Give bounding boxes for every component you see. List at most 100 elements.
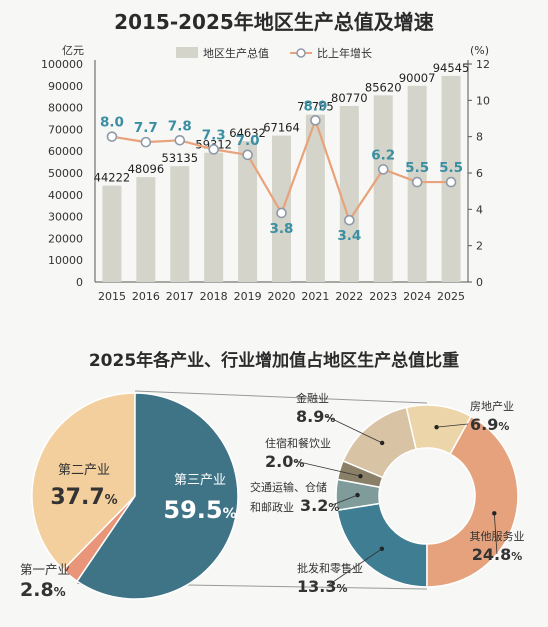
x-tick-label: 2020 — [268, 290, 296, 303]
bar-value-label: 94545 — [433, 61, 470, 75]
pie-value-unit: % — [105, 493, 118, 508]
growth-point — [310, 115, 321, 126]
legend-marker-growth — [296, 48, 306, 58]
bar-gdp-2016 — [136, 177, 156, 282]
y-axis-unit: 亿元 — [62, 44, 84, 57]
growth-point — [445, 176, 457, 188]
growth-value-label: 5.5 — [439, 160, 463, 176]
donut-leader-line — [325, 415, 383, 444]
donut-label: 其他服务业 — [470, 530, 525, 543]
growth-point — [106, 131, 118, 142]
chart-title-share: 2025年各产业、行业增加值占地区生产总值比重 — [88, 351, 460, 371]
donut-value-unit: % — [324, 412, 335, 425]
legend-label-growth: 比上年增长 — [317, 46, 372, 60]
y2-tick-label: 2 — [476, 240, 483, 253]
donut-value-unit: % — [293, 457, 304, 470]
pie-value-unit: % — [54, 585, 66, 599]
x-tick-label: 2021 — [301, 290, 329, 303]
pie-label: 第二产业 — [58, 463, 110, 478]
growth-value-label: 7.0 — [236, 133, 260, 149]
pie-value-unit: % — [223, 506, 237, 522]
donut-value: 3.2 — [300, 496, 328, 515]
y-tick-label: 80000 — [48, 102, 83, 115]
y-tick-label: 100000 — [41, 58, 83, 71]
bar-gdp-2023 — [373, 95, 393, 282]
y-tick-label: 70000 — [48, 123, 83, 136]
growth-value-label: 7.3 — [202, 127, 226, 143]
growth-value-label: 8.0 — [100, 115, 124, 131]
chart-title-gdp: 2015-2025年地区生产总值及增速 — [114, 10, 434, 34]
x-tick-label: 2019 — [234, 290, 262, 303]
donut-label: 金融业 — [296, 391, 329, 405]
industry-share-pie-chart: 第三产业59.5%第二产业37.7%第一产业2.8%批发和零售业13.3%交通运… — [20, 390, 525, 601]
bar-value-label: 64632 — [229, 126, 266, 140]
pie-label: 第三产业 — [174, 473, 226, 488]
donut-value-label: 8.9% — [296, 407, 335, 426]
donut-value: 24.8 — [472, 545, 511, 564]
bar-value-label: 80770 — [331, 91, 368, 105]
donut-leader-line — [326, 548, 383, 587]
pie-value-label: 37.7% — [50, 485, 117, 510]
bar-gdp-2017 — [170, 166, 190, 282]
growth-point — [377, 164, 389, 175]
growth-point — [208, 144, 219, 155]
bar-gdp-2015 — [102, 185, 122, 282]
pie-slice-2 — [76, 392, 239, 600]
y-tick-label: 90000 — [48, 80, 83, 93]
y2-tick-label: 8 — [476, 131, 483, 144]
y2-axis-unit: (%) — [470, 44, 489, 57]
donut-leader-line — [294, 460, 361, 477]
pie-value-label: 2.8% — [20, 579, 66, 601]
legend-label-gdp: 地区生产总值 — [203, 46, 269, 60]
donut-label: 批发和零售业 — [297, 561, 363, 575]
donut-label: 住宿和餐饮业 — [265, 436, 331, 450]
connector-line — [134, 390, 428, 404]
donut-value-label: 2.0% — [265, 452, 304, 471]
growth-point — [242, 149, 253, 161]
y-tick-label: 10000 — [48, 254, 83, 267]
y2-tick-label: 12 — [476, 58, 490, 71]
bar-value-label: 76765 — [297, 100, 334, 114]
growth-value-label: 5.5 — [405, 160, 429, 176]
y2-tick-label: 10 — [476, 94, 490, 107]
donut-value: 8.9 — [296, 407, 324, 426]
donut-segment-5 — [426, 415, 519, 588]
growth-point — [344, 214, 355, 226]
y-tick-label: 30000 — [48, 211, 83, 224]
donut-value-unit: % — [328, 501, 339, 514]
growth-point — [174, 135, 186, 146]
bar-value-label: 67164 — [263, 121, 300, 135]
donut-leader-line — [436, 423, 469, 428]
donut-value-unit: % — [511, 550, 522, 563]
donut-value-unit: % — [336, 582, 347, 595]
pie-value: 2.8 — [20, 579, 54, 601]
bar-gdp-2018 — [204, 152, 224, 282]
donut-value-label: 24.8% — [472, 545, 523, 564]
growth-value-label: 3.4 — [337, 228, 361, 244]
donut-value: 6.9 — [470, 415, 498, 434]
donut-leader-dot — [379, 440, 385, 446]
legend-swatch-gdp — [176, 47, 198, 58]
x-tick-label: 2022 — [335, 290, 363, 303]
y2-tick-label: 6 — [476, 167, 483, 180]
bar-value-label: 53135 — [161, 151, 198, 165]
y-tick-label: 40000 — [48, 189, 83, 202]
bar-gdp-2019 — [238, 141, 258, 282]
growth-point — [411, 176, 423, 188]
donut-leader-dot — [492, 511, 497, 516]
donut-label: 和邮政业 — [250, 500, 294, 514]
x-tick-label: 2025 — [437, 290, 465, 303]
x-tick-label: 2015 — [98, 290, 126, 303]
donut-label: 交通运输、仓储 — [250, 480, 327, 494]
pie-value: 37.7 — [50, 485, 104, 510]
growth-point — [140, 136, 152, 148]
y-tick-label: 20000 — [48, 232, 83, 245]
growth-point — [276, 207, 287, 219]
bar-value-label: 44222 — [94, 171, 131, 185]
bar-gdp-2022 — [339, 105, 359, 282]
y2-tick-label: 4 — [476, 203, 483, 216]
donut-value: 13.3 — [297, 577, 336, 596]
growth-value-label: 3.8 — [270, 221, 294, 237]
x-tick-label: 2024 — [403, 290, 431, 303]
donut-leader-line — [331, 494, 358, 506]
